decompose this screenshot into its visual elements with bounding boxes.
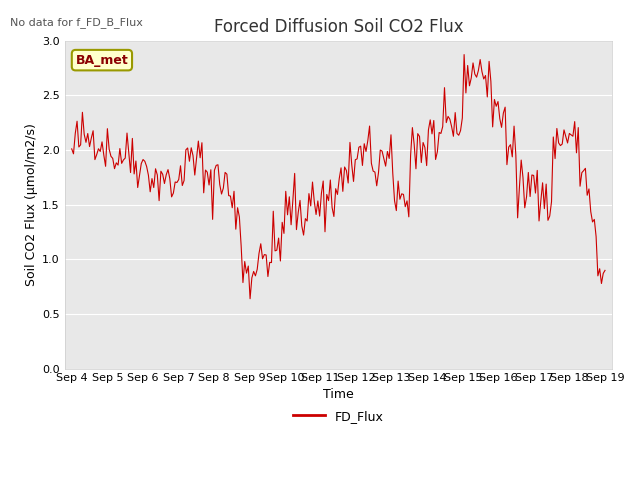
Text: No data for f_FD_B_Flux: No data for f_FD_B_Flux [10,17,143,27]
Title: Forced Diffusion Soil CO2 Flux: Forced Diffusion Soil CO2 Flux [214,18,463,36]
X-axis label: Time: Time [323,387,354,400]
Text: BA_met: BA_met [76,54,128,67]
Legend: FD_Flux: FD_Flux [288,405,388,428]
Y-axis label: Soil CO2 Flux (μmol/m2/s): Soil CO2 Flux (μmol/m2/s) [25,123,38,286]
